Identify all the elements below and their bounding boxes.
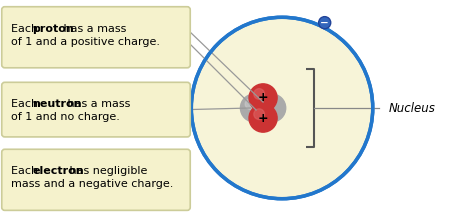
- Circle shape: [249, 104, 277, 132]
- Text: has a mass: has a mass: [64, 99, 130, 109]
- FancyBboxPatch shape: [2, 7, 190, 68]
- Circle shape: [254, 89, 264, 99]
- Circle shape: [245, 99, 256, 109]
- Text: of 1 and a positive charge.: of 1 and a positive charge.: [11, 37, 160, 46]
- Circle shape: [240, 94, 268, 122]
- FancyBboxPatch shape: [2, 82, 190, 137]
- Text: Each: Each: [11, 99, 42, 109]
- Text: of 1 and no charge.: of 1 and no charge.: [11, 112, 120, 122]
- Text: Nucleus: Nucleus: [389, 102, 436, 114]
- Circle shape: [254, 109, 264, 119]
- Text: has negligible: has negligible: [66, 166, 147, 176]
- Circle shape: [319, 17, 331, 29]
- Circle shape: [258, 94, 286, 122]
- Text: +: +: [258, 112, 268, 125]
- Text: has a mass: has a mass: [60, 24, 126, 34]
- Circle shape: [249, 84, 277, 112]
- Circle shape: [263, 99, 273, 109]
- Text: proton: proton: [33, 24, 74, 34]
- Text: neutron: neutron: [33, 99, 82, 109]
- Text: Each: Each: [11, 24, 42, 34]
- Text: Each: Each: [11, 166, 42, 176]
- FancyBboxPatch shape: [2, 149, 190, 210]
- Text: −: −: [178, 188, 187, 198]
- Text: +: +: [258, 91, 268, 104]
- Text: mass and a negative charge.: mass and a negative charge.: [11, 179, 174, 189]
- Text: −: −: [320, 18, 329, 28]
- Circle shape: [191, 17, 373, 199]
- Circle shape: [176, 187, 189, 199]
- Text: electron: electron: [33, 166, 84, 176]
